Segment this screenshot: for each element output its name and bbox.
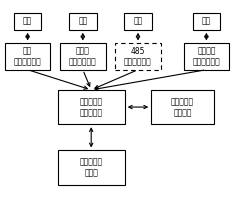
- Text: 开关量
信息获取模块: 开关量 信息获取模块: [69, 46, 97, 67]
- Text: 前端信息分
析处理模块: 前端信息分 析处理模块: [80, 97, 103, 117]
- Text: 远程中心控
制模块: 远程中心控 制模块: [80, 158, 103, 178]
- Bar: [58, 150, 125, 185]
- Text: 485
信息获取模块: 485 信息获取模块: [124, 46, 152, 67]
- Bar: [151, 90, 214, 124]
- Text: 设备: 设备: [133, 17, 143, 26]
- Bar: [58, 90, 125, 124]
- Text: 设备: 设备: [23, 17, 32, 26]
- Bar: [124, 13, 152, 30]
- Text: 工业总量
信息获取模块: 工业总量 信息获取模块: [192, 46, 220, 67]
- Text: 数字
信息获取模块: 数字 信息获取模块: [14, 46, 42, 67]
- Text: 设备: 设备: [78, 17, 87, 26]
- Bar: [192, 13, 220, 30]
- Bar: [184, 43, 229, 70]
- Bar: [60, 43, 106, 70]
- Bar: [115, 43, 161, 70]
- Bar: [5, 43, 50, 70]
- Bar: [14, 13, 42, 30]
- Text: 设备: 设备: [202, 17, 211, 26]
- Bar: [69, 13, 96, 30]
- Text: 故障信息数
据库模块: 故障信息数 据库模块: [171, 97, 194, 117]
